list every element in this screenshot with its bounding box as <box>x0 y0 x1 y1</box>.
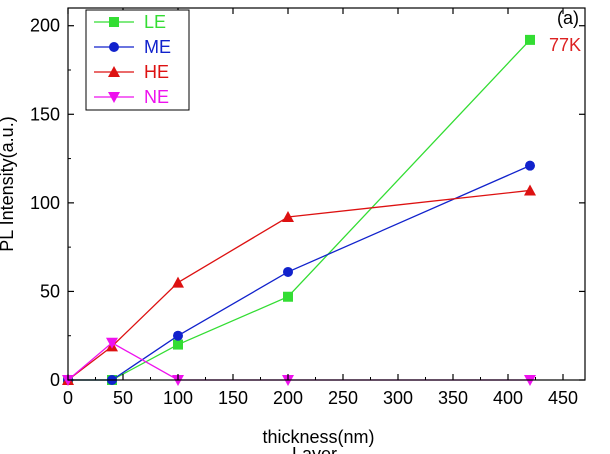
legend-marker <box>108 92 120 103</box>
data-point-me <box>525 160 535 171</box>
series-ne <box>62 337 536 386</box>
legend-item-ne: NE <box>94 87 169 107</box>
panel-label: (a) <box>557 8 579 28</box>
legend-marker <box>108 66 120 77</box>
x-tick-label: 0 <box>63 388 73 408</box>
legend-label: LE <box>144 12 166 32</box>
y-axis-label: PL Intensity(a.u.) <box>0 116 17 251</box>
data-point-me <box>283 266 293 277</box>
legend-marker <box>109 42 119 52</box>
data-point-le <box>525 34 535 45</box>
x-tick-label: 150 <box>218 388 248 408</box>
plot-area <box>62 34 536 386</box>
legend-item-he: HE <box>94 62 169 82</box>
legend-label: HE <box>144 62 169 82</box>
series-me <box>63 160 535 385</box>
legend-item-le: LE <box>94 12 166 32</box>
legend-marker <box>109 17 119 27</box>
y-tick-label: 100 <box>30 193 60 213</box>
axes: 0 50 100 150 200 250 300 350 400 450 0 50 100 150 200 t… <box>0 7 586 454</box>
data-point-le <box>173 339 183 350</box>
data-point-le <box>283 291 293 302</box>
x-tick-label: 300 <box>383 388 413 408</box>
legend-label: NE <box>144 87 169 107</box>
data-point-he <box>524 184 536 196</box>
y-tick-label: 0 <box>50 370 60 390</box>
legend-label: ME <box>144 37 171 57</box>
legend-box <box>85 9 190 111</box>
annotations: (a) 77K <box>549 8 581 55</box>
legend-item-me: ME <box>94 37 171 57</box>
y-tick-label: 150 <box>30 104 60 124</box>
data-point-he <box>172 276 184 288</box>
data-point-me <box>173 330 183 341</box>
series-line-ne <box>67 342 530 381</box>
x-tick-label: 450 <box>548 388 578 408</box>
data-point-ne <box>106 337 118 349</box>
x-tick-label: 200 <box>273 388 303 408</box>
x-tick-label: 50 <box>113 388 133 408</box>
x-axis-sublabel: Layer <box>292 444 337 454</box>
x-tick-label: 400 <box>493 388 523 408</box>
y-tick-label: 50 <box>40 281 60 301</box>
x-tick-label: 350 <box>438 388 468 408</box>
legend: LE ME HE NE <box>85 9 190 111</box>
y-tick-label: 200 <box>30 16 60 36</box>
plot-frame <box>67 7 586 381</box>
temperature-label: 77K <box>549 35 581 55</box>
x-axis-label: thickness(nm) <box>262 427 374 447</box>
x-tick-label: 250 <box>328 388 358 408</box>
x-tick-label: 100 <box>163 388 193 408</box>
data-point-he <box>282 211 294 223</box>
